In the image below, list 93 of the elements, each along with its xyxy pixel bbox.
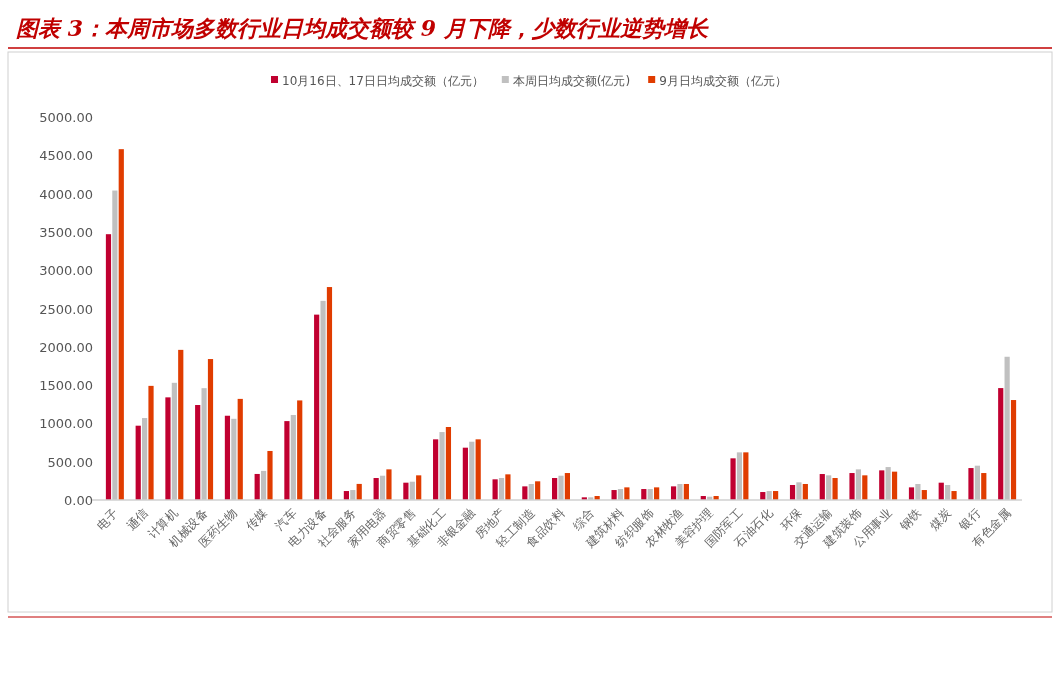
bar [284,421,290,500]
y-tick-label: 0.00 [64,493,93,508]
bar [142,418,148,500]
x-tick-label: 钢铁 [896,506,925,534]
y-tick-label: 1000.00 [39,416,93,432]
y-tick-label: 2000.00 [39,339,93,355]
bar [171,382,177,500]
bar [201,388,207,500]
bar [224,415,231,500]
bar [505,474,511,500]
bar [260,470,267,500]
y-tick-label: 4500.00 [39,148,93,164]
bar [326,287,333,500]
bar [1004,356,1010,500]
bar [475,439,481,500]
x-tick-label: 传媒 [242,506,270,534]
bar [832,478,838,500]
bar [118,149,124,500]
bar [433,439,439,500]
bar [654,487,660,500]
bar [148,385,154,500]
bar [416,475,422,500]
bar [981,473,987,500]
bar [498,478,505,500]
y-tick-label: 4000.00 [39,186,93,202]
bar [165,397,171,500]
bar [879,470,885,500]
bar [231,418,237,500]
y-tick-label: 3500.00 [39,224,93,240]
bar [849,473,855,500]
bar [908,487,915,500]
bar [237,398,243,500]
bar [885,467,891,500]
bar [535,481,541,500]
bar [968,468,974,500]
bar [819,474,825,500]
bar [998,388,1004,500]
bar [445,427,452,500]
x-tick-label: 煤炭 [926,506,954,534]
legend-label: 9月日均成交额（亿元） [659,74,787,88]
bar [743,452,749,500]
bar [290,414,296,500]
bar [195,405,201,500]
bar [254,473,260,500]
bar [945,484,951,500]
y-tick-label: 500.00 [47,454,93,470]
bar [558,475,564,500]
bar [891,471,898,500]
x-tick-label: 电子 [94,506,121,534]
bar [267,450,273,500]
y-tick-label: 3000.00 [39,263,93,279]
bar [379,475,386,500]
y-tick-label: 1500.00 [39,378,93,394]
y-tick-label: 2500.00 [39,301,93,317]
bar [492,479,498,500]
bar [462,447,468,500]
bar [670,486,677,500]
bar [683,483,689,500]
bar [611,490,617,500]
bar [677,483,683,500]
bar [528,483,534,500]
bar [320,300,326,500]
bar [730,458,736,500]
bar [552,478,558,500]
y-tick-label: 5000.00 [39,110,93,125]
bar [796,482,802,500]
bar [855,469,862,500]
bar [736,452,743,500]
bar [135,425,141,500]
bar [314,314,320,500]
bar [112,190,118,500]
legend-label: 本周日均成交额(亿元) [512,74,631,88]
bar [564,473,570,500]
bar [105,234,112,500]
bar [974,465,980,500]
bar [439,432,445,500]
bar [951,491,957,500]
bar [1010,400,1017,500]
bar [862,475,868,500]
bar [178,349,184,500]
bar [624,487,630,500]
bar [522,486,528,500]
bar [207,359,214,500]
legend-label: 10月16日、17日日均成交额（亿元） [282,74,484,88]
bar [802,483,808,500]
bar [373,478,379,500]
bar [826,475,832,500]
bar [789,484,796,500]
bar [915,483,921,500]
chart-title: 图表 3：本周市场多数行业日均成交额较 9 月下降，少数行业逆势增长 [16,15,709,41]
bar [469,441,475,500]
bar [297,400,303,500]
bar [386,469,392,500]
